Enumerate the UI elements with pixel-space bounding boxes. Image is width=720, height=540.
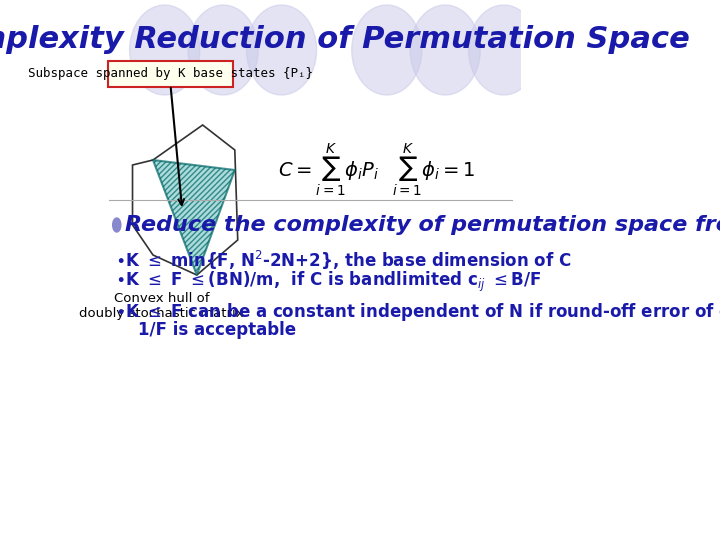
Text: Complexity Reduction of Permutation Space: Complexity Reduction of Permutation Spac… [0,25,690,55]
Ellipse shape [351,5,422,95]
Ellipse shape [410,5,480,95]
Text: Reduce the complexity of permutation space from N! to K: Reduce the complexity of permutation spa… [125,215,720,235]
Ellipse shape [112,218,121,232]
FancyBboxPatch shape [108,61,233,87]
Ellipse shape [469,5,539,95]
Ellipse shape [188,5,258,95]
Text: $\bullet$K $\leq$ F can be a constant independent of N if round-off error of ord: $\bullet$K $\leq$ F can be a constant in… [115,301,720,323]
Ellipse shape [130,5,199,95]
Text: Convex hull of
doubly stochastic matrix: Convex hull of doubly stochastic matrix [79,292,244,320]
Text: $C = \sum_{i=1}^{K} \phi_i P_i$: $C = \sum_{i=1}^{K} \phi_i P_i$ [278,141,379,199]
Text: $\bullet$K $\leq$ F $\leq$(BN)/m,  if C is bandlimited c$_{ij}$ $\leq$B/F: $\bullet$K $\leq$ F $\leq$(BN)/m, if C i… [115,270,541,294]
Ellipse shape [246,5,317,95]
Text: 1/F is acceptable: 1/F is acceptable [138,321,297,339]
Text: Subspace spanned by K base states {Pᵢ}: Subspace spanned by K base states {Pᵢ} [28,68,313,80]
Text: $\sum_{i=1}^{K} \phi_i = 1$: $\sum_{i=1}^{K} \phi_i = 1$ [392,141,475,199]
Polygon shape [153,160,235,275]
Text: $\bullet$K $\leq$ min{F, N$^2$-2N+2}, the base dimension of C: $\bullet$K $\leq$ min{F, N$^2$-2N+2}, th… [115,248,572,272]
